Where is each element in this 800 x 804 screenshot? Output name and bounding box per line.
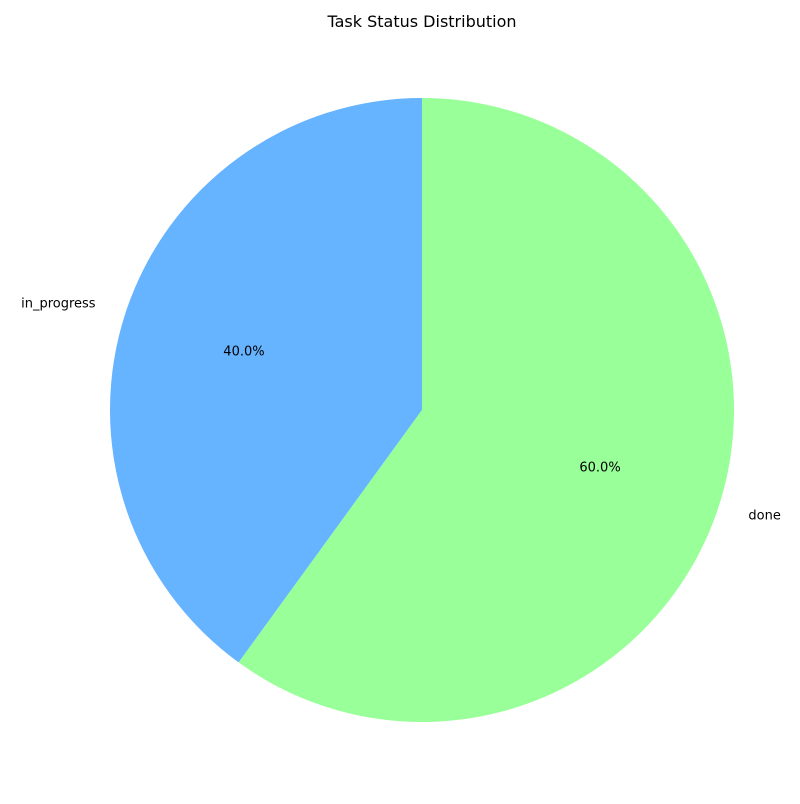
percent-label-in-progress: 40.0%: [223, 345, 264, 360]
pie-slices: [109, 98, 734, 722]
pie-slice-done: [238, 98, 734, 722]
category-label-done: done: [748, 509, 780, 524]
percent-label-done: 60.0%: [579, 460, 620, 475]
pie-labels: in_progress 40.0% done 60.0%: [21, 296, 781, 523]
pie-slice-in-progress: [109, 98, 422, 663]
chart-title: Task Status Distribution: [326, 12, 516, 31]
category-label-in-progress: in_progress: [21, 296, 96, 311]
